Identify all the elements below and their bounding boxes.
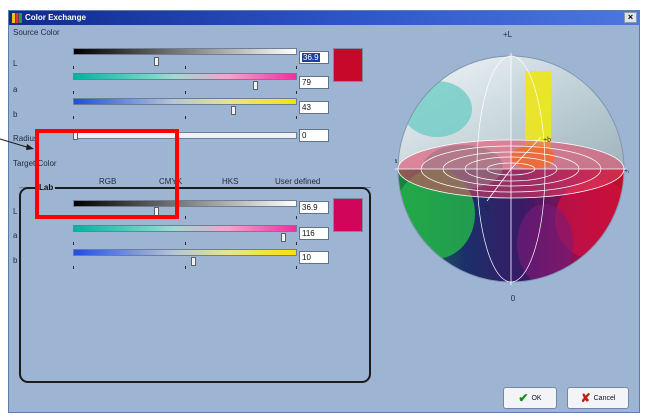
source-b-label: b xyxy=(13,110,18,119)
target-b-ticks xyxy=(73,266,297,271)
target-color-swatch xyxy=(333,198,363,232)
cancel-button-label: Cancel xyxy=(593,394,616,402)
target-a-ticks xyxy=(73,242,297,247)
tab-rgb[interactable]: RGB xyxy=(99,177,117,186)
target-b-track[interactable] xyxy=(73,249,297,256)
window-title: Color Exchange xyxy=(25,13,86,22)
ok-button-label: OK xyxy=(531,394,542,402)
axis-minus-b-label: b xyxy=(485,205,489,212)
annotation-arrow-icon xyxy=(0,138,34,150)
source-a-label: a xyxy=(13,85,18,94)
radius-input[interactable]: 0 xyxy=(299,129,329,142)
tab-hks[interactable]: HKS xyxy=(222,177,239,186)
source-b-track[interactable] xyxy=(73,98,297,105)
source-a-input[interactable]: 79 xyxy=(299,76,329,89)
ok-button[interactable]: ✔ OK xyxy=(503,387,557,409)
source-l-input[interactable]: 36.9 xyxy=(299,51,329,64)
axis-minus-a-label: −a xyxy=(395,158,397,165)
target-a-label: a xyxy=(13,231,18,240)
plus-l-caption: +L xyxy=(503,30,513,39)
target-b-label: b xyxy=(13,256,18,265)
target-a-track[interactable] xyxy=(73,225,297,232)
target-l-track[interactable] xyxy=(73,200,297,207)
target-a-input[interactable]: 116 xyxy=(299,227,329,240)
source-color-label: Source Color xyxy=(13,28,60,37)
tab-user-defined[interactable]: User defined xyxy=(275,177,321,186)
axis-plus-b-label: +b xyxy=(543,137,551,144)
target-color-label: Target Color xyxy=(13,159,57,168)
lab-sphere-diagram: +L −a +a +b b 0 xyxy=(395,53,629,303)
source-l-track[interactable] xyxy=(73,48,297,55)
color-exchange-dialog: Color Exchange × Source Color L 36.9 a 7… xyxy=(8,10,640,413)
radius-label: Radius xyxy=(13,134,38,143)
close-button[interactable]: × xyxy=(624,12,637,23)
tab-cmyk[interactable]: CMYK xyxy=(159,177,183,186)
cancel-button[interactable]: ✘ Cancel xyxy=(567,387,629,409)
app-icon xyxy=(12,13,22,23)
lab-group-box xyxy=(19,187,371,383)
source-l-ticks xyxy=(73,66,297,71)
target-l-label: L xyxy=(13,207,18,216)
source-a-track[interactable] xyxy=(73,73,297,80)
source-b-ticks xyxy=(73,116,297,121)
source-l-label: L xyxy=(13,59,18,68)
tab-lab[interactable]: Lab xyxy=(37,183,56,192)
checkmark-icon: ✔ xyxy=(518,391,529,405)
axis-zero-label: 0 xyxy=(511,294,516,303)
title-bar: Color Exchange × xyxy=(9,11,639,25)
source-a-thumb[interactable] xyxy=(252,81,258,90)
target-l-input[interactable]: 36.9 xyxy=(299,201,329,214)
source-a-ticks xyxy=(73,91,297,96)
source-b-thumb[interactable] xyxy=(230,106,236,115)
source-l-thumb[interactable] xyxy=(154,57,160,66)
target-a-thumb[interactable] xyxy=(281,233,287,242)
axis-plus-a-label: +a xyxy=(624,168,629,175)
target-b-input[interactable]: 10 xyxy=(299,251,329,264)
source-color-swatch xyxy=(333,48,363,82)
annotation-highlight-box xyxy=(35,129,179,219)
target-b-thumb[interactable] xyxy=(191,257,197,266)
source-b-input[interactable]: 43 xyxy=(299,101,329,114)
x-icon: ✘ xyxy=(580,391,591,405)
